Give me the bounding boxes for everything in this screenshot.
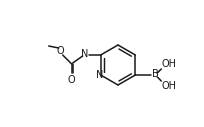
Text: OH: OH (162, 59, 177, 69)
Text: N: N (81, 49, 88, 59)
Text: O: O (67, 75, 75, 85)
Text: OH: OH (162, 81, 177, 91)
Text: B: B (152, 69, 159, 79)
Text: O: O (57, 46, 64, 56)
Text: N: N (96, 70, 103, 80)
